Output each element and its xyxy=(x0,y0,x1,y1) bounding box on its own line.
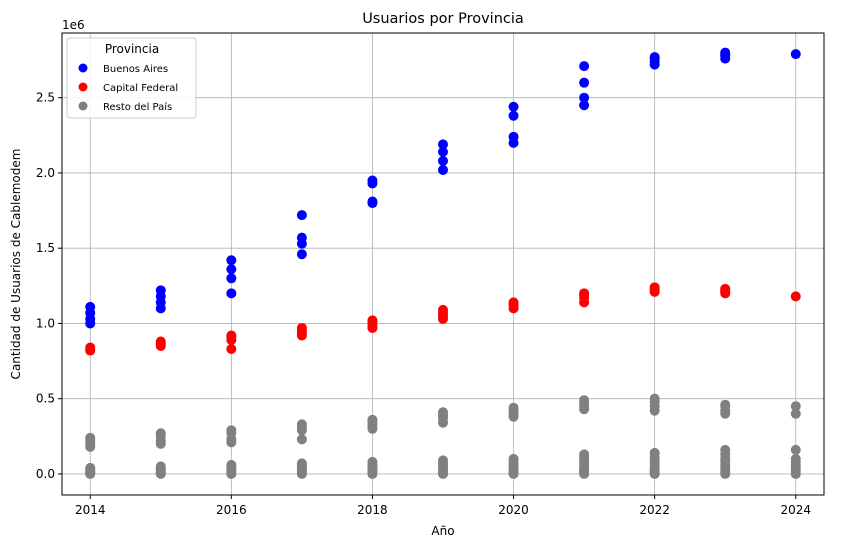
plot-frame xyxy=(61,32,825,496)
data-point xyxy=(438,164,448,175)
data-point xyxy=(226,255,237,266)
data-point xyxy=(226,288,237,299)
data-point xyxy=(579,77,590,88)
data-point xyxy=(296,419,307,430)
data-point xyxy=(508,402,519,413)
legend-marker xyxy=(78,101,88,111)
data-point xyxy=(438,407,448,418)
data-point xyxy=(579,61,590,72)
data-point xyxy=(579,92,590,103)
legend-entry-label: Resto del País xyxy=(103,101,172,113)
data-point xyxy=(155,461,166,472)
series-3 xyxy=(85,393,801,479)
x-tick-label: 2014 xyxy=(75,503,106,517)
data-point xyxy=(790,401,801,412)
data-point xyxy=(296,249,307,260)
data-point xyxy=(438,146,448,157)
y-tick-label: 2.0 xyxy=(36,166,55,180)
data-point xyxy=(438,304,448,315)
data-point xyxy=(367,196,378,207)
data-point xyxy=(296,434,307,445)
data-point xyxy=(85,342,96,353)
x-axis-ticks: 2014 2016 2018 2020 2022 2024 xyxy=(75,495,811,517)
y-tick-label: 1.5 xyxy=(36,241,55,255)
data-point xyxy=(720,283,731,294)
data-point xyxy=(790,444,801,455)
data-point xyxy=(720,47,731,58)
data-point xyxy=(85,462,96,473)
data-point xyxy=(226,264,237,275)
data-point xyxy=(367,414,378,425)
legend-entry-label: Capital Federal xyxy=(103,83,178,94)
data-point xyxy=(720,399,731,410)
data-point xyxy=(155,428,166,439)
data-point xyxy=(155,285,166,296)
data-point xyxy=(649,447,660,458)
legend-marker xyxy=(78,63,88,73)
x-tick-label: 2022 xyxy=(639,503,670,517)
x-tick-label: 2016 xyxy=(216,503,247,517)
data-point xyxy=(296,232,307,243)
data-point xyxy=(367,315,378,326)
data-point xyxy=(508,101,519,112)
data-point xyxy=(508,110,519,121)
data-point xyxy=(579,449,590,460)
data-point xyxy=(155,336,166,347)
x-axis-label: Año xyxy=(431,524,454,538)
data-points xyxy=(85,47,801,479)
legend-entry-label: Buenos Aires xyxy=(103,64,168,75)
data-point xyxy=(790,408,801,419)
data-point xyxy=(367,175,378,186)
chart-title: Usuarios por Provincia xyxy=(362,11,524,27)
data-point xyxy=(579,395,590,406)
y-tick-label: 1.0 xyxy=(36,316,55,330)
data-point xyxy=(296,322,307,333)
data-point xyxy=(790,49,801,60)
data-point xyxy=(226,459,237,470)
data-point xyxy=(226,425,237,436)
data-point xyxy=(790,291,801,302)
data-point xyxy=(579,288,590,299)
data-point xyxy=(85,432,96,443)
data-point xyxy=(790,453,801,464)
y-axis-ticks: 0.0 0.5 1.0 1.5 2.0 2.5 xyxy=(36,91,62,481)
y-axis-offset-label: 1e6 xyxy=(62,18,85,32)
legend: Provincia Buenos Aires Capital Federal Res… xyxy=(66,37,197,119)
data-point xyxy=(226,344,237,355)
series-2 xyxy=(85,282,801,356)
x-tick-label: 2020 xyxy=(498,503,529,517)
legend-title: Provincia xyxy=(105,42,159,56)
data-point xyxy=(438,155,448,166)
data-point xyxy=(85,301,96,312)
series-1 xyxy=(85,47,801,329)
data-point xyxy=(226,330,237,341)
y-tick-label: 2.5 xyxy=(36,91,55,105)
x-tick-label: 2024 xyxy=(781,503,812,517)
data-point xyxy=(367,456,378,467)
data-point xyxy=(579,100,590,111)
data-point xyxy=(649,282,660,293)
legend-marker xyxy=(78,82,88,92)
data-point xyxy=(508,453,519,464)
data-point xyxy=(649,52,660,63)
data-point xyxy=(226,273,237,284)
data-point xyxy=(720,444,731,455)
data-point xyxy=(296,458,307,469)
data-point xyxy=(438,455,448,466)
data-point xyxy=(438,139,448,150)
data-point xyxy=(508,297,519,308)
y-tick-label: 0.0 xyxy=(36,467,55,481)
x-tick-label: 2018 xyxy=(357,503,388,517)
y-tick-label: 0.5 xyxy=(36,392,55,406)
y-axis-label: Cantidad de Usuarios de Cablemodem xyxy=(9,149,23,380)
data-point xyxy=(296,210,307,221)
legend-box xyxy=(66,37,197,119)
data-point xyxy=(508,131,519,142)
data-point xyxy=(649,393,660,404)
